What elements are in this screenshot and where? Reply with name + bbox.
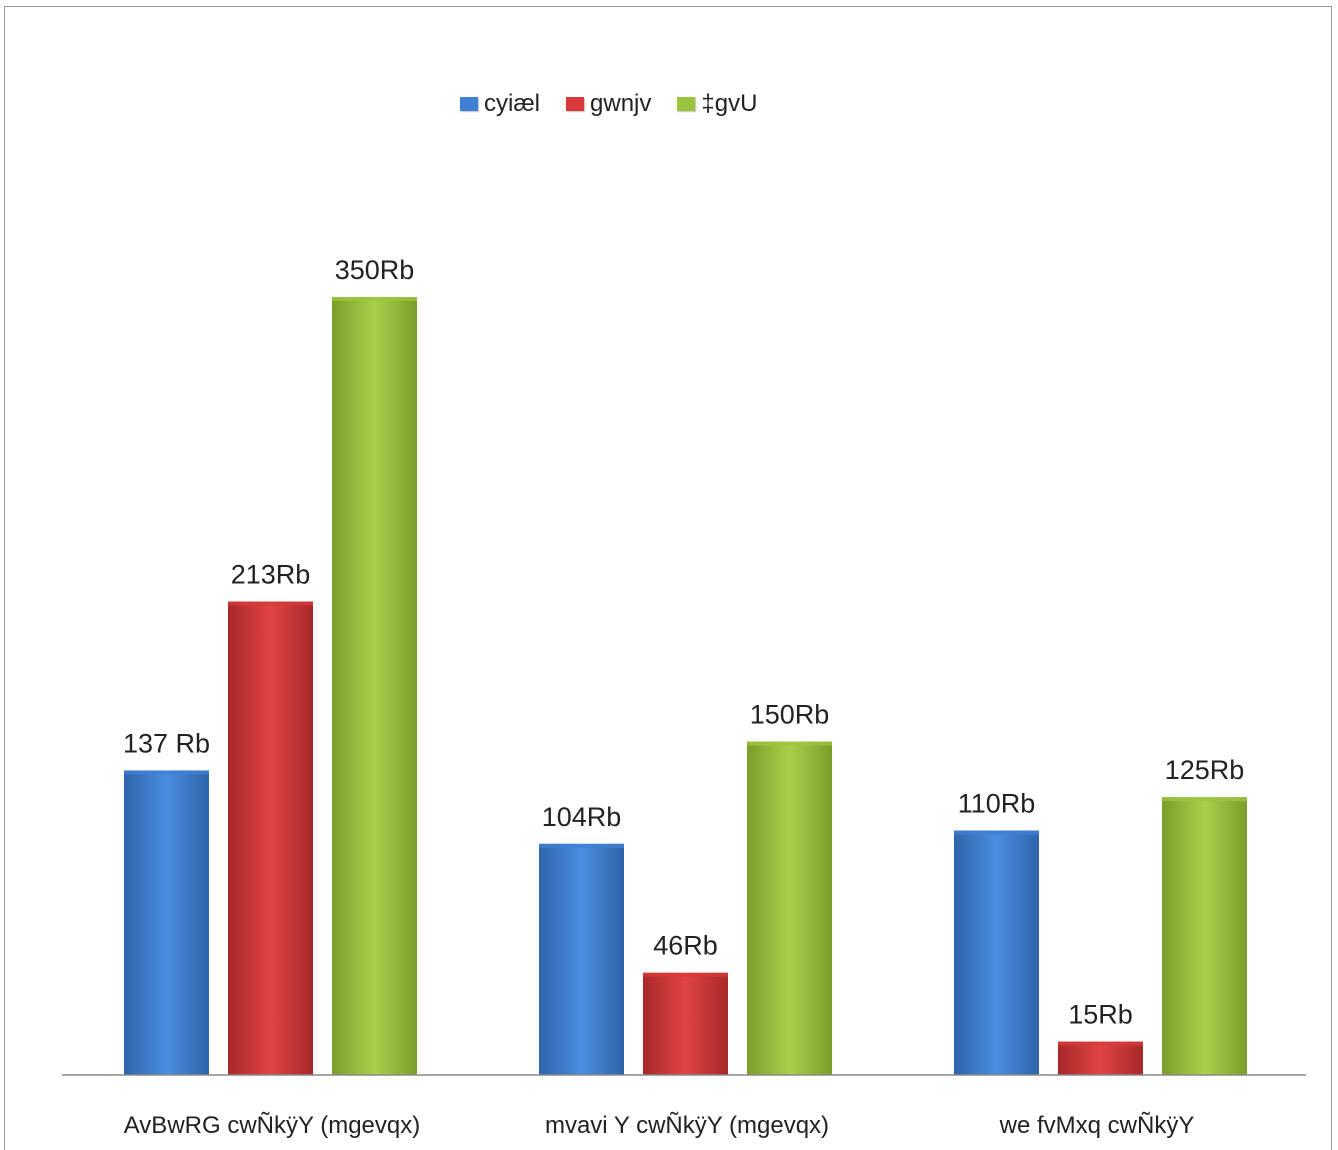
bar-2-0 <box>332 297 417 1075</box>
bar-cap-2-1 <box>747 741 832 746</box>
bar-1-1 <box>643 972 728 1075</box>
legend-item-2: ‡gvU <box>677 90 757 118</box>
data-label-0-1: 104Rb <box>542 802 622 832</box>
category-label-0: AvBwRG cwÑkÿY (mgevqx) <box>124 1112 421 1139</box>
legend-label-1: gwnjv <box>590 90 652 117</box>
legend-swatch-2 <box>677 97 696 111</box>
legend-item-1: gwnjv <box>566 90 651 118</box>
legend-item-0: cyiæl <box>460 90 540 118</box>
data-label-0-0: 137 Rb <box>123 728 210 758</box>
bar-cap-1-0 <box>228 601 313 606</box>
bar-2-1 <box>747 741 832 1075</box>
data-label-2-2: 125Rb <box>1165 755 1245 785</box>
data-label-2-1: 150Rb <box>750 700 830 730</box>
bar-0-2 <box>954 830 1039 1075</box>
data-label-2-0: 350Rb <box>335 255 415 285</box>
bar-cap-0-1 <box>539 843 624 848</box>
data-label-1-1: 46Rb <box>653 931 718 961</box>
legend-label-0: cyiæl <box>484 90 541 117</box>
bar-cap-1-2 <box>1058 1041 1143 1046</box>
legend-swatch-1 <box>566 97 585 111</box>
bar-1-2 <box>1058 1041 1143 1075</box>
bar-cap-0-2 <box>954 830 1039 835</box>
data-label-1-2: 15Rb <box>1068 1000 1133 1030</box>
legend-swatch-0 <box>460 97 478 111</box>
bar-0-1 <box>539 843 624 1075</box>
bar-cap-1-1 <box>643 972 728 977</box>
data-label-0-2: 110Rb <box>958 788 1036 818</box>
bar-cap-2-0 <box>332 297 417 301</box>
chart-frame <box>4 6 1332 1150</box>
bar-2-2 <box>1162 797 1247 1075</box>
bar-cap-2-2 <box>1162 797 1247 802</box>
data-label-1-0: 213Rb <box>231 560 311 590</box>
category-label-1: mvavi Y cwÑkÿY (mgevqx) <box>545 1112 829 1139</box>
bar-cap-0-0 <box>124 770 209 775</box>
bar-1-0 <box>228 601 313 1075</box>
legend-label-2: ‡gvU <box>701 90 758 117</box>
legend: cyiæl gwnjv ‡gvU <box>460 90 757 118</box>
bar-0-0 <box>124 770 209 1075</box>
category-label-2: we fvMxq cwÑkÿY <box>999 1112 1195 1139</box>
